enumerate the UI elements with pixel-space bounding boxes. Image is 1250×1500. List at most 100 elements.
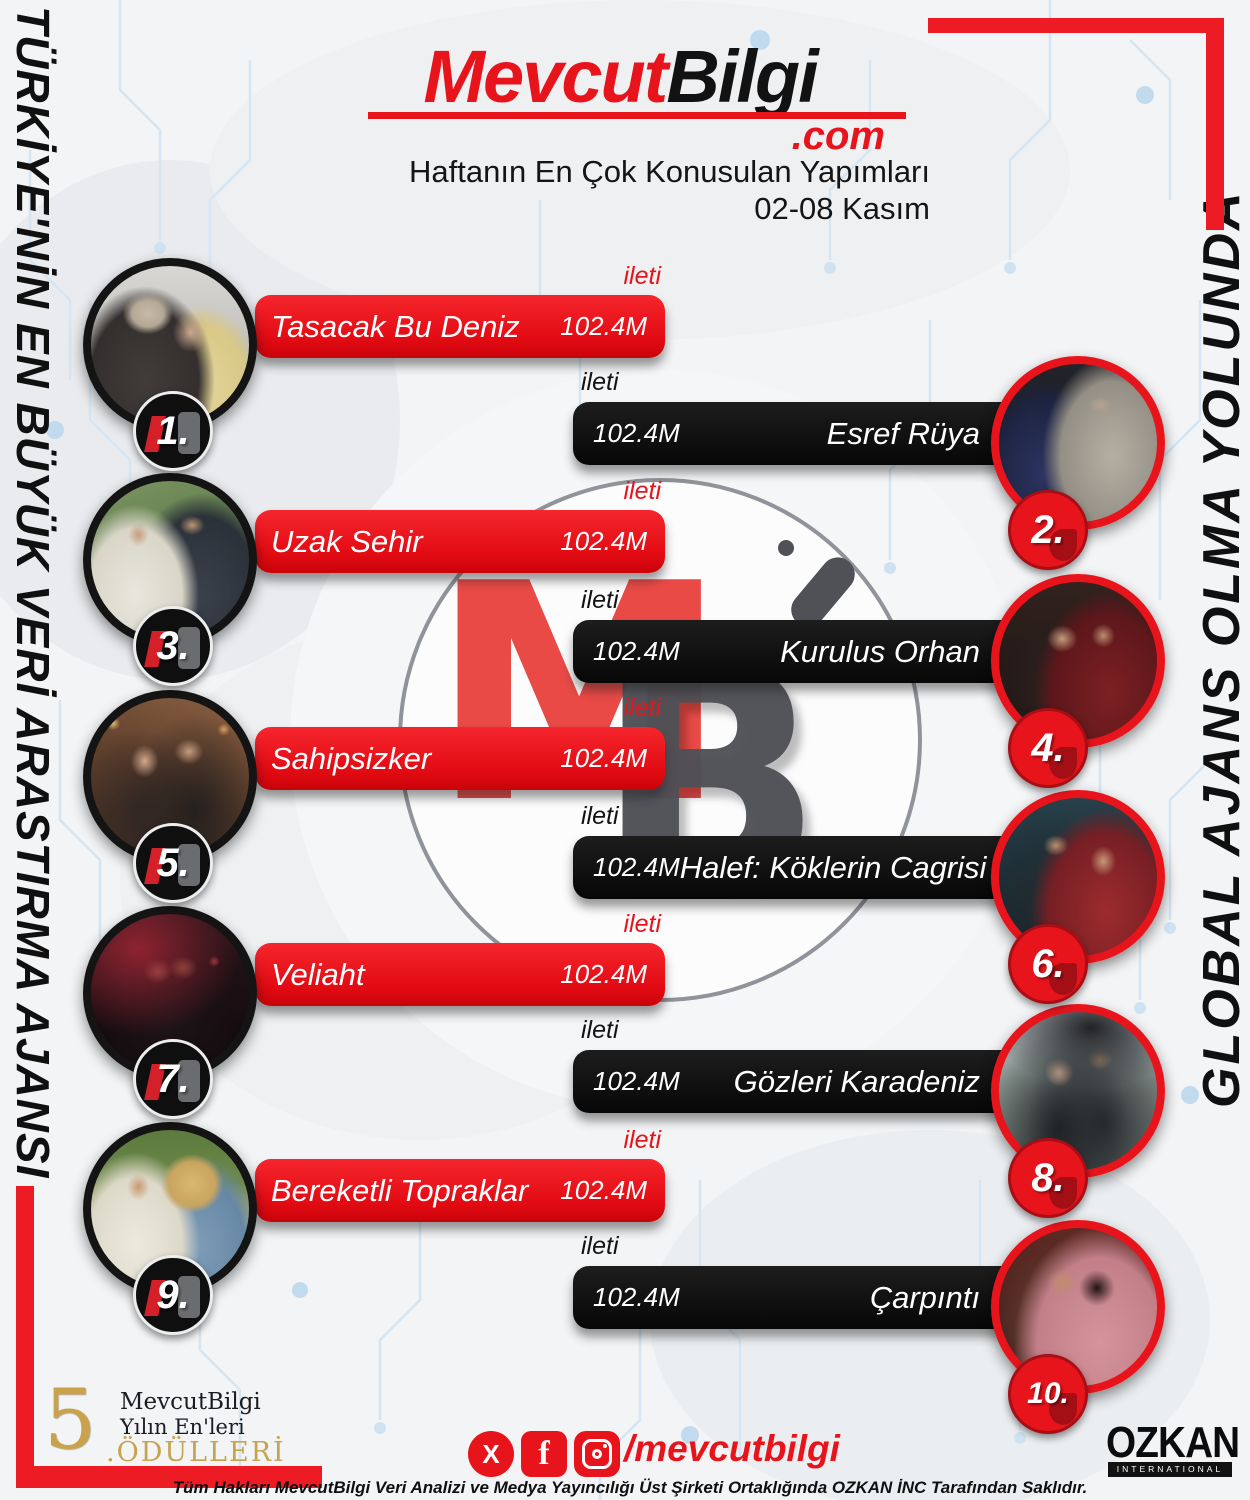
rank-badge-4: 4. (1008, 708, 1088, 788)
ranking-bar-5: Sahipsizker 102.4M (255, 727, 665, 790)
show-title: Veliaht (271, 956, 365, 992)
rank-number: 3. (156, 623, 190, 668)
rank-badge-1: 1. (133, 391, 213, 471)
brand-logo-part1: Mevcut (423, 35, 668, 118)
instagram-camera-outline (582, 1439, 612, 1469)
show-title: Kurulus Orhan (780, 633, 980, 669)
metric-value: 102.4M (560, 1175, 647, 1205)
frame-bottom-left-vertical (16, 1186, 34, 1488)
metric-label: ileti (581, 368, 619, 396)
rank-number: 4. (1031, 725, 1065, 770)
metric-label: ileti (581, 1232, 619, 1260)
social-handle[interactable]: /mevcutbilgi (624, 1428, 840, 1469)
metric-label: ileti (581, 1016, 619, 1044)
ranking-bar-6: 102.4M Halef: Köklerin Cagrisi (573, 836, 1058, 899)
metric-label: ileti (623, 262, 661, 290)
rank-number: 8. (1031, 1155, 1065, 1200)
x-icon[interactable]: X (468, 1431, 514, 1477)
rank-badge-9: 9. (133, 1255, 213, 1335)
rank-number: 1. (156, 408, 190, 453)
frame-bottom-left-horizontal (16, 1466, 322, 1488)
rank-badge-6: 6. (1008, 924, 1088, 1004)
show-title: Çarpıntı (869, 1279, 980, 1315)
metric-label: ileti (623, 1126, 661, 1154)
metric-value: 102.4M (593, 636, 680, 666)
metric-value: 102.4M (593, 1066, 680, 1096)
instagram-icon[interactable] (574, 1431, 620, 1477)
badge-decor-dark (1049, 1393, 1077, 1425)
ranking-bar-9: Bereketli Topraklar 102.4M (255, 1159, 665, 1222)
show-title: Gözleri Karadeniz (733, 1063, 980, 1099)
badge-decor-dark (1049, 1177, 1077, 1209)
awards-line1: MevcutBilgi (120, 1389, 261, 1415)
partner-logo: OZKAN (1106, 1418, 1240, 1467)
partner-logo-sub: INTERNATIONAL (1108, 1462, 1232, 1477)
rank-badge-5: 5. (133, 823, 213, 903)
ranking-bar-3: Uzak Sehir 102.4M (255, 510, 665, 573)
metric-value: 102.4M (560, 526, 647, 556)
badge-decor-gray (178, 844, 200, 886)
badge-decor-gray (178, 627, 200, 669)
metric-value: 102.4M (560, 743, 647, 773)
ranking-bar-8: 102.4M Gözleri Karadeniz (573, 1050, 1058, 1113)
metric-label: ileti (623, 694, 661, 722)
x-icon-glyph: X (482, 1438, 500, 1469)
badge-decor-gray (178, 1060, 200, 1102)
rank-number: 10. (1027, 1377, 1069, 1410)
show-title: Sahipsizker (271, 740, 432, 776)
metric-label: ileti (581, 586, 619, 614)
show-title: Tasacak Bu Deniz (271, 308, 520, 344)
facebook-icon-glyph: f (538, 1435, 550, 1472)
awards-line2: Yılın En'leri (120, 1415, 245, 1439)
rank-badge-7: 7. (133, 1039, 213, 1119)
metric-value: 102.4M (593, 418, 680, 448)
rank-number: 6. (1031, 941, 1065, 986)
right-slogan: GLOBAL AJANS OLMA YOLUNDA (1193, 189, 1250, 1108)
rank-badge-10: 10. (1008, 1354, 1088, 1434)
rank-number: 5. (156, 840, 190, 885)
show-title: Bereketli Topraklar (271, 1172, 529, 1208)
mb-watermark-letter-m: M (430, 520, 729, 869)
brand-logo-domain: .com (791, 114, 885, 158)
badge-decor-dark (1049, 963, 1077, 995)
ranking-bar-4: 102.4M Kurulus Orhan (573, 620, 1058, 683)
copyright-text: Tüm Hakları MevcutBilgi Veri Analizi ve … (172, 1478, 1088, 1497)
rank-badge-2: 2. (1008, 490, 1088, 570)
brand-logo: MevcutBilgi (320, 34, 920, 119)
ranking-bar-2: 102.4M Esref Rüya (573, 402, 1058, 465)
show-title: Uzak Sehir (271, 523, 423, 559)
instagram-lens (592, 1449, 602, 1459)
show-photo-2 (991, 356, 1165, 530)
badge-decor-dark (1049, 529, 1077, 561)
metric-value: 102.4M (560, 959, 647, 989)
facebook-icon[interactable]: f (521, 1431, 567, 1477)
badge-decor-dark (1049, 747, 1077, 779)
rank-badge-3: 3. (133, 606, 213, 686)
rank-badge-8: 8. (1008, 1138, 1088, 1218)
rank-number: 9. (156, 1272, 190, 1317)
brand-logo-underline (368, 112, 906, 119)
left-slogan: TÜRKİYE'NİN EN BÜYÜK VERİ ARASTIRMA AJAN… (7, 6, 59, 1179)
instagram-flash-dot (603, 1444, 607, 1448)
awards-line3: .ÖDÜLLERİ (106, 1437, 286, 1468)
metric-label: ileti (623, 477, 661, 505)
show-title: Esref Rüya (826, 415, 980, 451)
microphone-dot-icon (778, 540, 794, 556)
frame-top-right-vertical (1206, 18, 1224, 230)
page-title-line2: 02-08 Kasım (754, 191, 930, 226)
badge-decor-gray (178, 412, 200, 454)
rank-number: 7. (156, 1056, 190, 1101)
show-title: Halef: Köklerin Cagrisi (679, 849, 987, 885)
ranking-bar-1: Tasacak Bu Deniz 102.4M (255, 295, 665, 358)
page-title-line1: Haftanın En Çok Konusulan Yapımları (409, 154, 930, 189)
ranking-bar-7: Veliaht 102.4M (255, 943, 665, 1006)
frame-top-right-horizontal (928, 18, 1224, 33)
brand-logo-part2: Bilgi (666, 35, 818, 118)
metric-value: 102.4M (593, 1282, 680, 1312)
metric-value: 102.4M (560, 311, 647, 341)
badge-decor-gray (178, 1276, 200, 1318)
metric-label: ileti (623, 910, 661, 938)
metric-value: 102.4M (593, 852, 680, 882)
ranking-bar-10: 102.4M Çarpıntı (573, 1266, 1058, 1329)
